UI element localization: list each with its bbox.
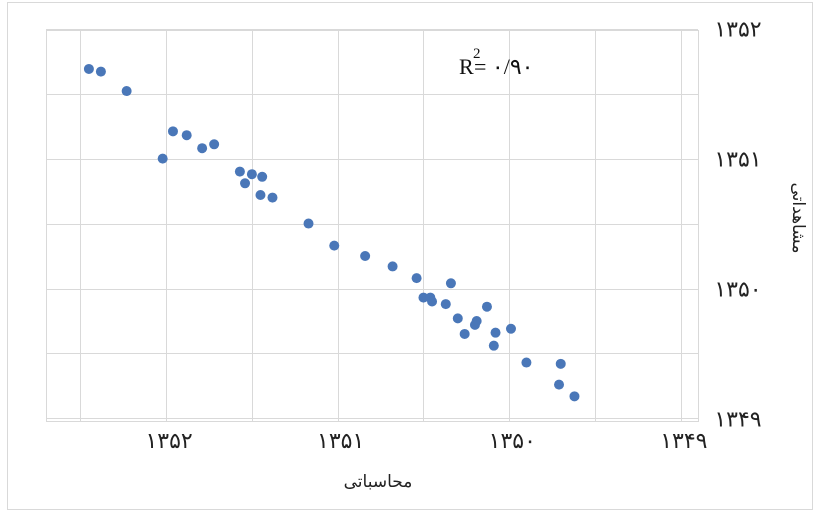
- data-point: [459, 328, 470, 339]
- data-points: [83, 63, 580, 402]
- data-point: [167, 126, 178, 137]
- data-point: [157, 153, 168, 164]
- data-point: [360, 251, 371, 262]
- data-point: [329, 240, 340, 251]
- x-tick-label: ۱۳۵۲: [145, 429, 192, 454]
- data-point: [255, 189, 266, 200]
- data-point: [257, 171, 268, 182]
- data-point: [427, 296, 438, 307]
- x-tick-label: ۱۳۵۱: [317, 429, 364, 454]
- data-point: [418, 292, 429, 303]
- data-point: [569, 391, 580, 402]
- x-tick-label: ۱۳۴۹: [660, 429, 707, 454]
- data-point: [555, 358, 566, 369]
- data-point: [471, 315, 482, 326]
- data-point: [246, 169, 257, 180]
- r-squared-base: R: [459, 54, 474, 79]
- y-tick-label: ۱۳۵۲: [714, 18, 761, 43]
- data-point: [440, 299, 451, 310]
- r-squared-superscript: 2: [473, 46, 481, 62]
- data-point: [481, 301, 492, 312]
- data-point: [240, 178, 251, 189]
- data-point: [197, 143, 208, 154]
- x-tick-labels: ۱۳۵۲ ۱۳۵۱ ۱۳۵۰ ۱۳۴۹: [145, 429, 707, 454]
- data-point: [303, 218, 314, 229]
- data-point: [234, 166, 245, 177]
- data-point: [490, 327, 501, 338]
- x-axis-title: محاسباتی: [344, 472, 413, 492]
- y-tick-label: ۱۳۵۱: [714, 148, 761, 173]
- data-point: [83, 63, 94, 74]
- data-point: [488, 340, 499, 351]
- data-point: [95, 66, 106, 77]
- r-squared-value: = ۰/۹۰: [474, 54, 533, 79]
- y-tick-label: ۱۳۵۰: [714, 278, 761, 303]
- y-axis-title: مشاهداتی: [788, 183, 808, 254]
- y-tick-label: ۱۳۴۹: [714, 407, 761, 432]
- data-point: [452, 313, 463, 324]
- data-point: [445, 278, 456, 289]
- chart-frame: [7, 2, 813, 510]
- data-point: [181, 130, 192, 141]
- data-point: [209, 139, 220, 150]
- x-tick-label: ۱۳۵۰: [489, 429, 536, 454]
- data-point: [505, 323, 516, 334]
- data-point: [121, 86, 132, 97]
- data-point: [267, 192, 278, 203]
- data-point: [411, 273, 422, 284]
- y-tick-labels: ۱۳۴۹ ۱۳۵۰ ۱۳۵۱ ۱۳۵۲: [714, 18, 761, 433]
- plot-area-border: [46, 30, 699, 422]
- r-squared-annotation: R 2 = ۰/۹۰: [459, 46, 533, 79]
- data-point: [387, 261, 398, 272]
- grid-lines: [46, 29, 699, 422]
- data-point: [521, 357, 532, 368]
- data-point: [554, 379, 565, 390]
